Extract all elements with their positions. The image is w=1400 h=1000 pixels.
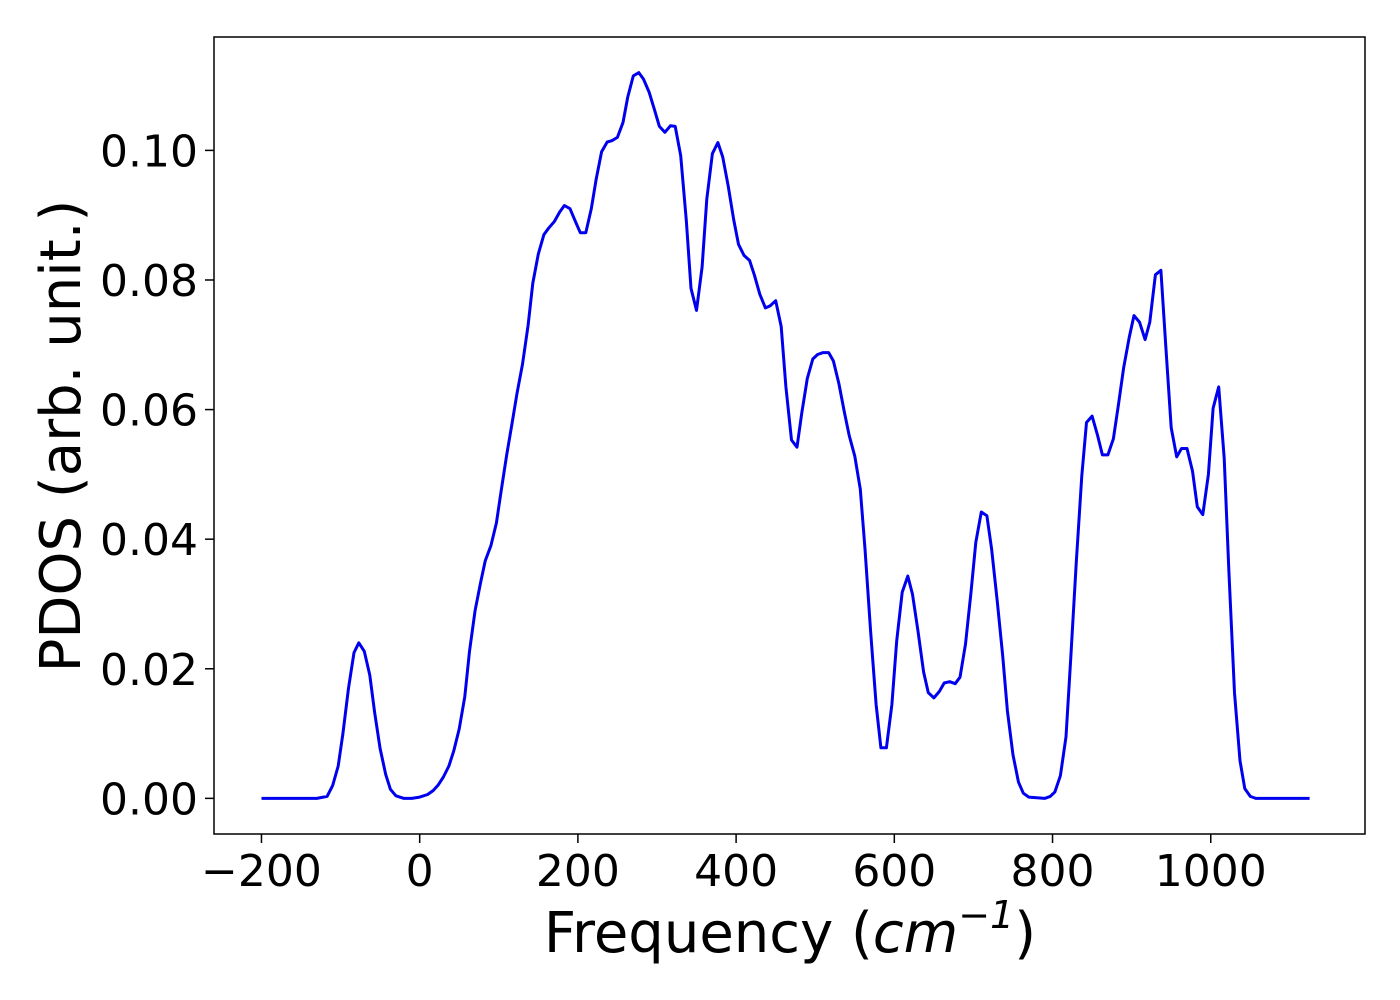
x-tick-label: 400 xyxy=(694,846,778,897)
plot-frame xyxy=(213,36,1366,835)
x-tick-label: 200 xyxy=(536,846,620,897)
y-tick-label: 0.10 xyxy=(100,126,198,177)
plot-area xyxy=(214,37,1365,834)
x-axis-label: Frequency (cm−1) xyxy=(544,893,1036,966)
x-tick-label: 800 xyxy=(1011,846,1095,897)
x-tick-label: 600 xyxy=(852,846,936,897)
x-tick-label: −200 xyxy=(201,846,322,897)
y-tick-label: 0.02 xyxy=(100,645,198,696)
y-tick-label: 0.08 xyxy=(100,256,198,307)
x-tick-label: 0 xyxy=(406,846,434,897)
series-line-0 xyxy=(261,71,1310,800)
y-tick-label: 0.04 xyxy=(100,515,198,566)
y-tick-label: 0.06 xyxy=(100,386,198,437)
y-tick-label: 0.00 xyxy=(100,774,198,825)
x-axis: −200 0 200 400 600 800 1000 xyxy=(201,834,1267,897)
y-axis-label: PDOS (arb. unit.) xyxy=(29,200,94,673)
x-tick-label: 1000 xyxy=(1155,846,1267,897)
y-axis: 0.00 0.02 0.04 0.06 0.08 0.10 xyxy=(100,126,214,825)
